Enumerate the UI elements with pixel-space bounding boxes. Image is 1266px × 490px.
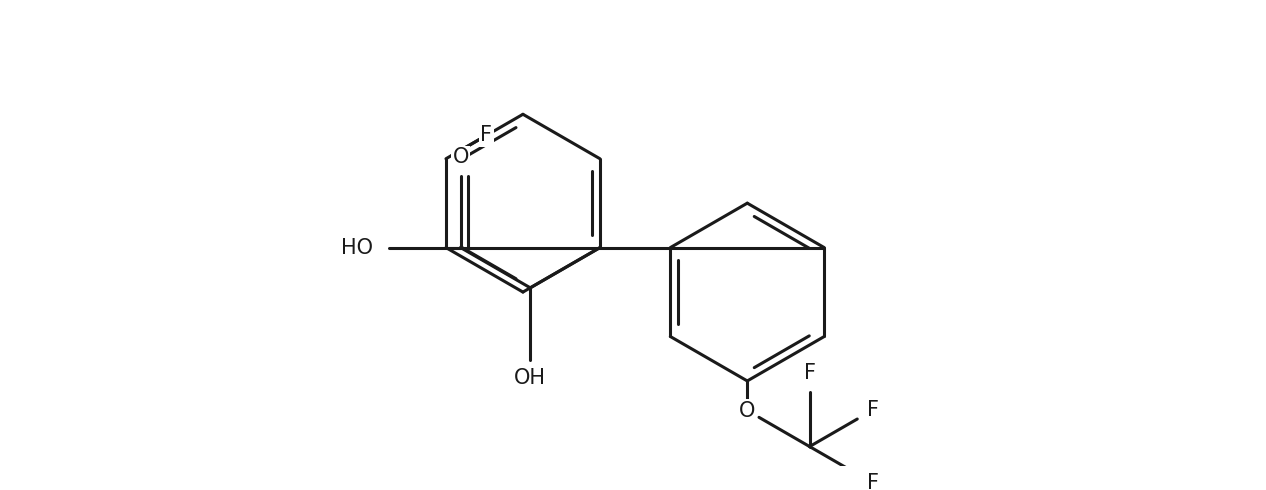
Text: O: O (739, 400, 756, 420)
Text: F: F (480, 125, 492, 146)
Text: F: F (804, 363, 815, 383)
Text: OH: OH (514, 368, 547, 389)
Text: HO: HO (341, 238, 372, 258)
Text: F: F (867, 473, 880, 490)
Text: O: O (452, 147, 468, 167)
Text: F: F (867, 400, 880, 420)
